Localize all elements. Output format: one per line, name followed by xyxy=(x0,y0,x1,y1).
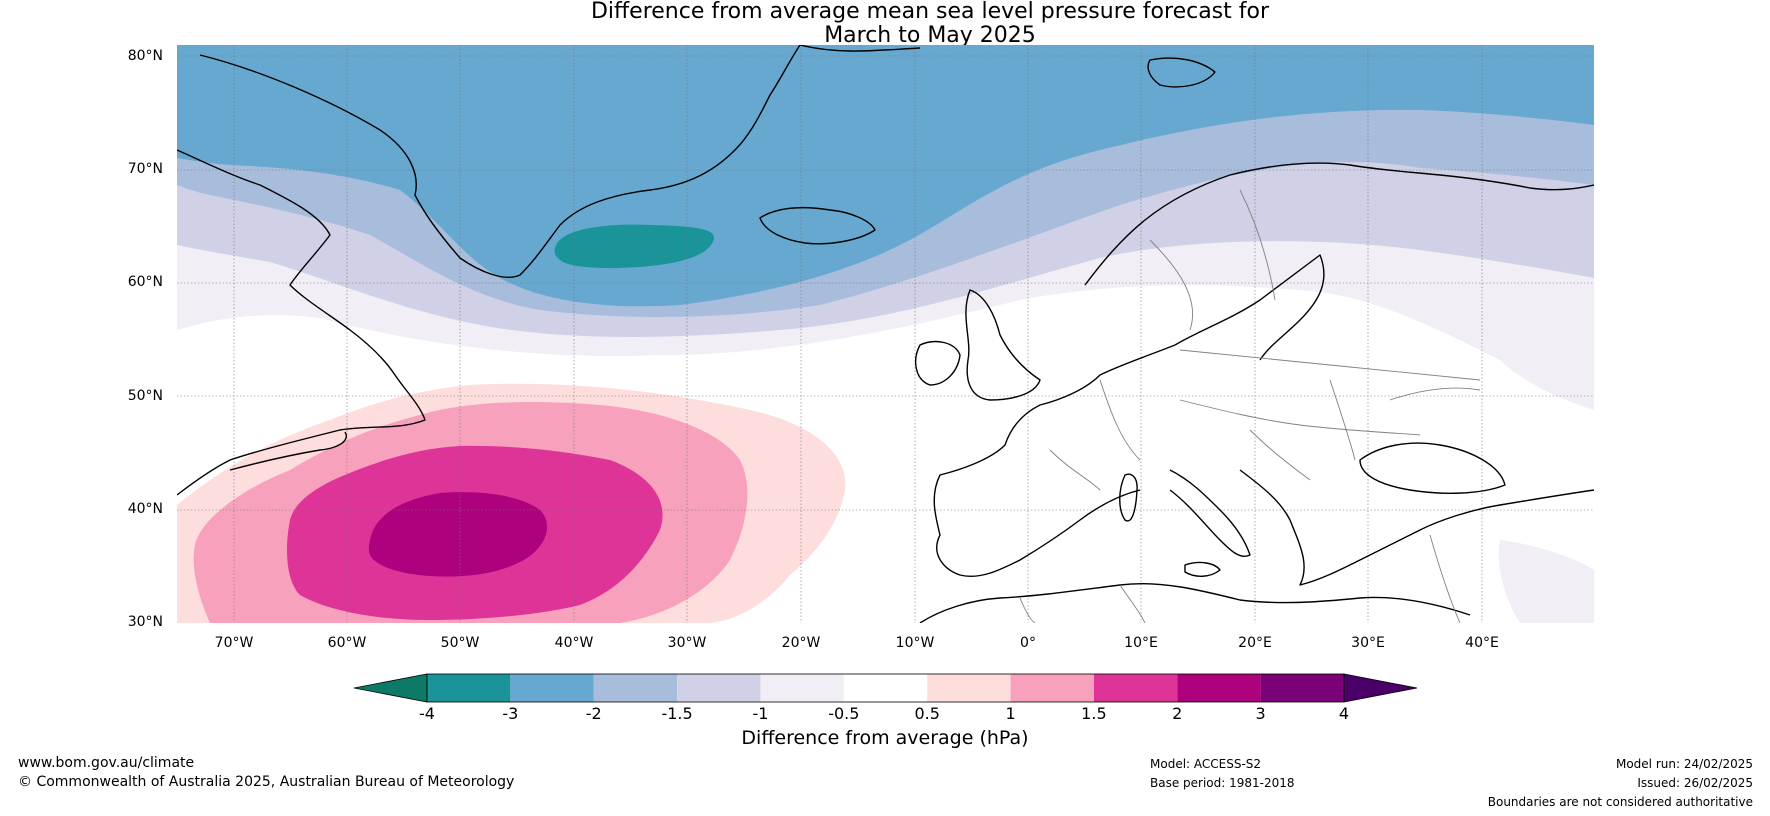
colorbar-tick-label: -1.5 xyxy=(661,704,693,723)
colorbar-segment xyxy=(677,674,761,702)
baltic-coast xyxy=(1174,254,1325,361)
ireland xyxy=(914,340,961,386)
north-africa-coast xyxy=(919,582,1471,623)
title-line-2: March to May 2025 xyxy=(824,23,1036,48)
greenland-coast xyxy=(199,45,801,278)
boundaries-disclaimer: Boundaries are not considered authoritat… xyxy=(1487,795,1753,809)
lat-label-70n: 70°N xyxy=(127,161,163,177)
colorbar-tick-label: -4 xyxy=(419,704,435,723)
sardinia-corsica xyxy=(1119,473,1138,522)
coastlines xyxy=(177,45,1594,623)
colorbar-tick-label: 1.5 xyxy=(1081,704,1107,723)
lon-label-30w: 30°W xyxy=(667,635,707,651)
colorbar-segment xyxy=(1260,674,1344,702)
lon-label-20w: 20°W xyxy=(781,635,821,651)
lon-label-60w: 60°W xyxy=(327,635,367,651)
colorbar-extend-under xyxy=(353,673,428,703)
colorbar-extend-over xyxy=(1343,673,1418,703)
western-europe-coast xyxy=(933,344,1176,577)
lon-label-20e: 20°E xyxy=(1238,635,1272,651)
colorbar-segment xyxy=(427,674,511,702)
lat-label-80n: 80°N xyxy=(127,48,163,64)
colorbar-tick-label: 0.5 xyxy=(914,704,940,723)
nova-scotia xyxy=(229,431,347,471)
italy xyxy=(1169,469,1251,557)
greenland-east-coast xyxy=(799,45,921,52)
lon-label-50w: 50°W xyxy=(440,635,480,651)
colorbar-segment xyxy=(1093,674,1178,702)
colorbar-segments xyxy=(353,673,1418,703)
boundary-2 xyxy=(1239,189,1276,301)
colorbar-tick-label: 4 xyxy=(1338,704,1350,723)
sicily xyxy=(1184,561,1221,577)
colorbar-segment xyxy=(1177,674,1261,702)
national-boundaries xyxy=(1019,189,1481,623)
lon-label-30e: 30°E xyxy=(1351,635,1385,651)
boundary-7 xyxy=(1249,429,1311,481)
colorbar-tick-label: -1 xyxy=(752,704,769,723)
lat-label-50n: 50°N xyxy=(127,388,163,404)
lat-label-30n: 30°N xyxy=(127,614,163,630)
colorbar-segment xyxy=(760,674,844,702)
lat-label-60n: 60°N xyxy=(127,274,163,290)
colorbar-tick-label: -2 xyxy=(585,704,602,723)
website-link[interactable]: www.bom.gov.au/climate xyxy=(18,755,195,771)
colorbar-tick-label: 1 xyxy=(1005,704,1016,723)
boundary-11 xyxy=(1019,597,1036,623)
lon-label-10w: 10°W xyxy=(895,635,935,651)
colorbar-segment xyxy=(843,674,928,702)
colorbar-outline xyxy=(426,673,1345,703)
colorbar-tick-label: 3 xyxy=(1255,704,1266,723)
black-sea xyxy=(1359,442,1506,494)
model-run-date: Model run: 24/02/2025 xyxy=(1615,757,1753,771)
great-britain xyxy=(965,289,1041,401)
lon-label-0: 0° xyxy=(1020,635,1036,651)
boundary-9 xyxy=(1389,387,1481,401)
lon-label-10e: 10°E xyxy=(1124,635,1158,651)
colorbar-segment xyxy=(510,674,594,702)
base-period: Base period: 1981-2018 xyxy=(1150,776,1295,790)
boundary-4 xyxy=(1099,379,1141,461)
anomaly-band-minus-0.5-southeast xyxy=(1498,540,1594,623)
colorbar-tick-label: -3 xyxy=(502,704,519,723)
model-name: Model: ACCESS-S2 xyxy=(1150,757,1262,771)
map-area xyxy=(177,45,1594,623)
copyright-notice: © Commonwealth of Australia 2025, Austra… xyxy=(18,774,515,790)
anomaly-band-minus-3 xyxy=(554,224,715,269)
lon-label-40e: 40°E xyxy=(1465,635,1499,651)
map-title: Difference from average mean sea level p… xyxy=(0,0,1770,48)
graticule xyxy=(177,45,1594,623)
colorbar-tick-label: 2 xyxy=(1172,704,1183,723)
colorbar-tick-label: -0.5 xyxy=(828,704,860,723)
baffin-labrador-coast xyxy=(177,149,426,496)
colorbar-label: Difference from average (hPa) xyxy=(741,727,1029,749)
boundary-1 xyxy=(1149,239,1194,331)
boundary-12 xyxy=(1119,584,1146,623)
boundary-8 xyxy=(1329,379,1356,461)
boundary-10 xyxy=(1429,534,1461,623)
lon-label-40w: 40°W xyxy=(554,635,594,651)
boundary-5 xyxy=(1179,399,1421,436)
issued-date: Issued: 26/02/2025 xyxy=(1637,776,1753,790)
boundary-3 xyxy=(1179,349,1481,381)
lat-label-40n: 40°N xyxy=(127,501,163,517)
colorbar-segment xyxy=(927,674,1011,702)
anomaly-band-minus-2 xyxy=(177,45,1594,307)
lon-label-70w: 70°W xyxy=(214,635,254,651)
svalbard xyxy=(1147,57,1216,88)
boundary-6 xyxy=(1049,449,1101,491)
balkans-greece xyxy=(1239,469,1594,586)
title-line-1: Difference from average mean sea level p… xyxy=(590,0,1270,24)
colorbar-segment xyxy=(593,674,678,702)
scandinavia-coast xyxy=(1084,162,1594,286)
colorbar-segment xyxy=(1010,674,1094,702)
iceland xyxy=(759,206,876,245)
anomaly-band-plus-2 xyxy=(368,492,548,577)
